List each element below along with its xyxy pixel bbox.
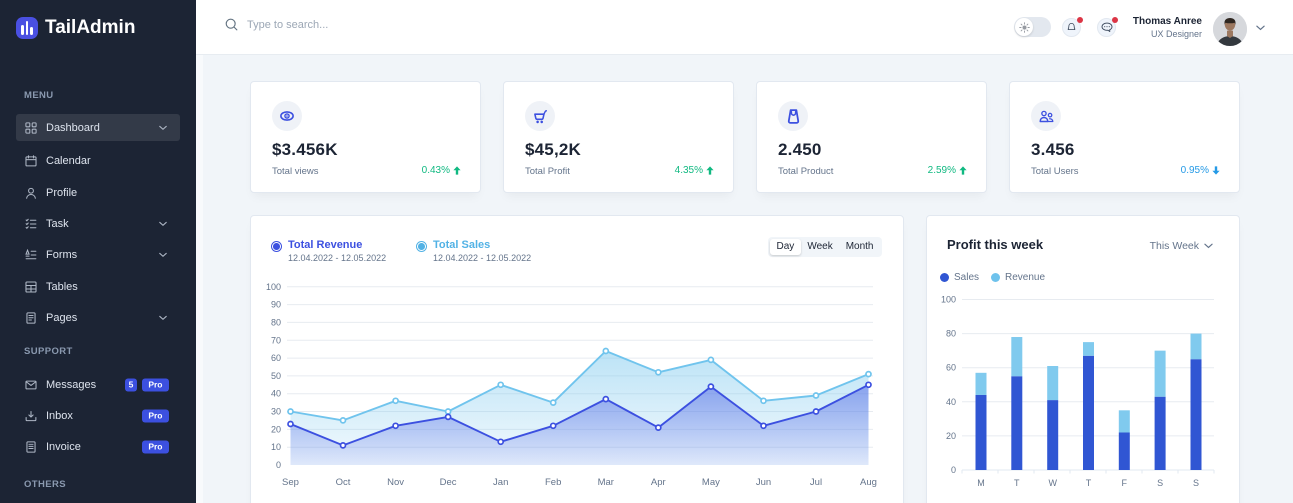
svg-text:S: S [1193, 478, 1199, 488]
svg-text:0: 0 [276, 460, 281, 470]
svg-text:Jun: Jun [756, 477, 771, 488]
svg-text:Dec: Dec [440, 477, 457, 488]
svg-text:Oct: Oct [336, 477, 351, 488]
svg-text:Feb: Feb [545, 477, 561, 488]
svg-text:40: 40 [946, 397, 956, 407]
svg-text:60: 60 [946, 363, 956, 373]
svg-text:30: 30 [271, 407, 281, 417]
svg-text:Jul: Jul [810, 477, 822, 488]
svg-text:60: 60 [271, 353, 281, 363]
svg-text:M: M [977, 478, 985, 488]
svg-text:T: T [1086, 478, 1092, 488]
svg-text:Mar: Mar [598, 477, 614, 488]
svg-text:40: 40 [271, 389, 281, 399]
svg-text:W: W [1048, 478, 1057, 488]
svg-text:90: 90 [271, 300, 281, 310]
svg-text:Apr: Apr [651, 477, 666, 488]
svg-text:20: 20 [271, 424, 281, 434]
svg-text:10: 10 [271, 442, 281, 452]
svg-text:Aug: Aug [860, 477, 877, 488]
svg-text:100: 100 [941, 295, 956, 305]
svg-text:80: 80 [271, 317, 281, 327]
svg-text:20: 20 [946, 431, 956, 441]
svg-text:0: 0 [951, 465, 956, 475]
svg-text:Nov: Nov [387, 477, 404, 488]
svg-text:F: F [1122, 478, 1128, 488]
svg-text:S: S [1157, 478, 1163, 488]
svg-text:100: 100 [266, 282, 281, 292]
svg-text:Jan: Jan [493, 477, 508, 488]
svg-text:T: T [1014, 478, 1020, 488]
svg-text:Sep: Sep [282, 477, 299, 488]
svg-text:70: 70 [271, 335, 281, 345]
svg-text:50: 50 [271, 371, 281, 381]
svg-text:80: 80 [946, 329, 956, 339]
svg-text:May: May [702, 477, 720, 488]
